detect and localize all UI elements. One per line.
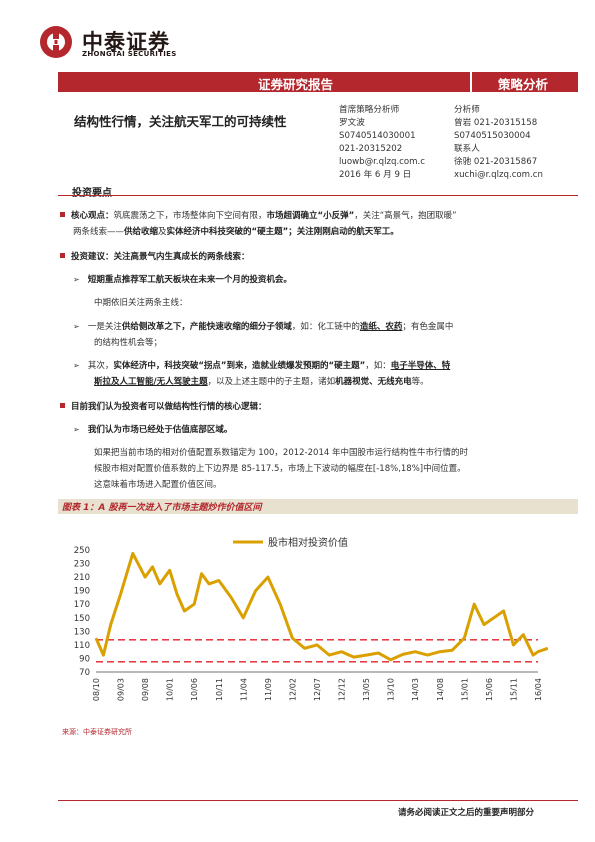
investment-advice: 投资建议：关注高景气内生真成长的两条线索： [60,249,250,265]
series-line [94,551,548,662]
x-tick-label: 10/11 [215,678,224,701]
analyst-right-3: S0740515030004 [454,131,531,141]
report-banner [58,72,578,92]
mid-term-intro: 中期依旧关注两条主线： [94,298,188,308]
y-tick-label: 90 [79,654,90,664]
banner-separator [470,72,472,92]
relative-value-chart: 70 90 110 130 150 170 190 210 230 250 08/10 09/03 0… [74,536,548,701]
valuation-para-line1: 如果把当前市场的相对价值配置系数锚定为 100，2012-2014 年中国股市运… [94,448,468,458]
analyst-left-2: 罗文波 [339,118,365,128]
core-logic: 目前我们认为投资者可以做结构性行情的核心逻辑： [60,399,267,415]
banner-category: 策略分析 [498,77,549,92]
x-tick-label: 10/06 [190,678,199,701]
analyst-right-email: xuchi@r.qlzq.com.cn [454,170,543,180]
y-tick-label: 110 [74,641,90,651]
footer-divider [58,800,578,801]
report-title: 结构性行情，关注航天军工的可持续性 [74,114,287,129]
mainline-two-line2: 斯拉及人工智能/无人驾驶主题，以及上述主题中的子主题，诸如机器视觉、无线充电等。 [94,377,429,387]
x-tick-label: 09/08 [141,678,150,701]
y-tick-label: 190 [74,587,90,597]
y-tick-label: 250 [74,546,90,556]
arrow-bullet-icon: ➢ [73,425,80,434]
valuation-para-line3: 这意味着市场进入配置价值区间。 [94,480,222,490]
figure-caption: 图表 1：A 股再一次进入了市场主题炒作价值区间 [62,503,262,513]
bullet-square-icon [60,212,65,217]
report-date: 2016 年 6 月 9 日 [339,170,412,180]
company-logo-icon [40,26,72,58]
x-tick-label: 08/10 [92,678,101,701]
x-tick-label: 15/11 [509,678,518,701]
section-divider [58,195,578,196]
mainline-one-line1: ➢ 一是关注供给侧改革之下，产能快速收缩的细分子领域，如：化工链中的造纸、农药；… [73,322,454,332]
analyst-right-4: 联系人 [454,144,480,154]
analyst-left-email: luowb@r.qlzq.com.c [339,157,425,167]
y-tick-label: 150 [74,614,90,624]
valuation-bottom: ➢ 我们认为市场已经处于估值底部区域。 [73,425,233,435]
y-tick-label: 210 [74,573,90,583]
legend-label: 股市相对投资价值 [268,536,348,549]
y-tick-label: 170 [74,600,90,610]
analyst-left-1: 首席策略分析师 [339,105,400,115]
x-tick-label: 12/07 [313,678,322,701]
short-term-advice: ➢ 短期重点推荐军工航天板块在未来一个月的投资机会。 [73,275,292,285]
x-tick-label: 12/02 [288,678,297,701]
arrow-bullet-icon: ➢ [73,361,80,370]
analyst-right-5: 徐驰 021-20315867 [454,157,538,167]
analyst-left-3: S0740514030001 [339,131,416,141]
bullet-square-icon [60,403,65,408]
company-name-cn: 中泰证券 [82,30,170,54]
x-tick-label: 12/12 [338,678,347,701]
bullet-square-icon [60,253,65,258]
analyst-right-2: 曾岩 021-20315158 [454,118,538,128]
figure-caption-bar [58,499,578,514]
core-view-line1: 核心观点：筑底震荡之下，市场整体向下空间有限，市场超调确立“小反弹”，关注“高景… [60,208,457,224]
x-tick-label: 14/08 [436,678,445,701]
x-tick-label: 15/06 [485,678,494,701]
x-tick-label: 09/03 [117,678,126,701]
analyst-left-4: 021-20315202 [339,144,403,154]
footer-disclaimer: 请务必阅读正文之后的重要声明部分 [398,808,535,818]
y-tick-label: 130 [74,627,90,637]
arrow-bullet-icon: ➢ [73,275,80,284]
x-tick-label: 13/05 [362,678,371,701]
core-view-line2: 两条线索——供给收缩及实体经济中科技突破的“硬主题”；关注刚刚启动的航天军工。 [73,227,399,237]
mainline-two-line1: ➢ 其次，实体经济中，科技突破“拐点”到来，造就业绩爆发预期的“硬主题”，如：电… [73,361,451,371]
figure-source: 来源：中泰证券研究所 [62,728,132,736]
mainline-one-line2: 的结构性机会等； [94,338,163,348]
x-tick-label: 14/03 [411,678,420,701]
section-title: 投资要点 [72,188,112,199]
x-tick-label: 11/09 [264,678,273,701]
x-tick-label: 11/04 [239,678,248,701]
valuation-para-line2: 候股市相对配置价值系数的上下边界是 85-117.5，市场上下波动的幅度在[-1… [94,464,466,474]
x-tick-label: 10/01 [166,678,175,701]
y-tick-label: 70 [79,668,90,678]
arrow-bullet-icon: ➢ [73,322,80,331]
banner-report-type: 证券研究报告 [258,77,334,92]
company-name-en: ZHONGTAI SECURITIES [82,50,177,58]
x-tick-label: 13/10 [387,678,396,701]
x-tick-label: 15/01 [460,678,469,701]
y-tick-label: 230 [74,560,90,570]
x-tick-label: 16/04 [534,678,543,701]
analyst-right-1: 分析师 [454,105,480,115]
